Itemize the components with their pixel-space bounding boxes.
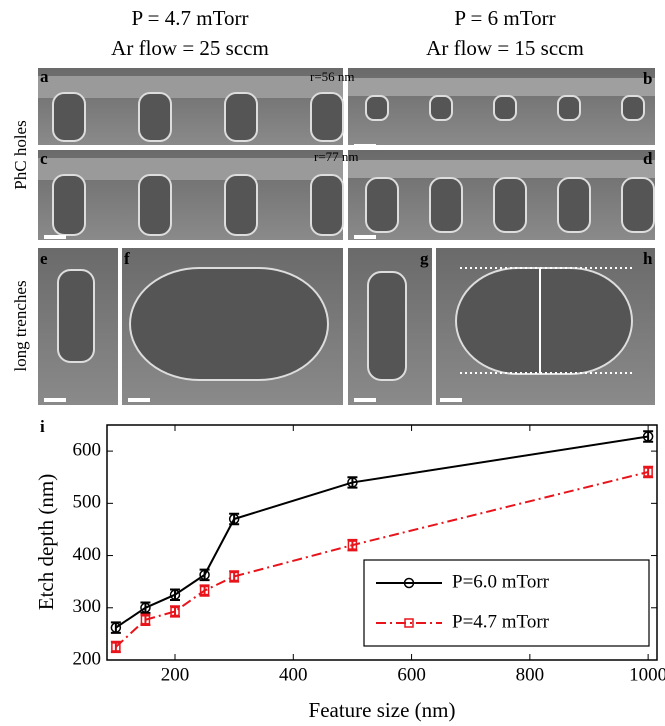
marker — [643, 467, 653, 477]
y-tick-label: 600 — [73, 439, 102, 460]
scale-bar — [440, 398, 462, 402]
top-layer — [38, 158, 343, 180]
legend-marker — [404, 618, 414, 628]
hole — [138, 92, 172, 142]
marker — [140, 615, 151, 625]
chart: 200 300 400 500 600 200 400 600 800 1000 P=6.0 mTo… — [73, 424, 665, 685]
row-label: PhC holes — [11, 120, 30, 189]
hole — [557, 95, 581, 121]
scale-bar — [354, 398, 376, 402]
hole — [493, 177, 527, 233]
hole — [557, 177, 591, 233]
top-layer — [38, 76, 343, 98]
marker — [229, 571, 239, 582]
scale-bar — [354, 235, 376, 239]
panel-label: i — [40, 417, 45, 436]
scale-bar — [44, 146, 66, 150]
y-tick-label: 400 — [73, 544, 102, 565]
legend-label: P=6.0 mTorr — [452, 571, 550, 592]
y-axis-label: Etch depth (nm) — [34, 474, 58, 610]
top-layer — [348, 78, 655, 96]
marker — [110, 622, 122, 633]
scale-bar — [44, 398, 66, 402]
y-tick-label: 200 — [73, 648, 102, 669]
marker — [111, 642, 121, 652]
marker — [347, 477, 358, 488]
hole — [52, 92, 86, 142]
hole — [429, 177, 463, 233]
panel-label: h — [643, 249, 653, 268]
hole — [367, 271, 407, 381]
hole — [138, 174, 172, 236]
annotation: r=56 nm — [310, 69, 355, 84]
scale-bar — [128, 398, 150, 402]
hole — [365, 95, 389, 121]
hole — [310, 174, 344, 236]
row-label: long trenches — [11, 280, 30, 371]
panel-label: c — [40, 149, 48, 168]
panel-label: b — [643, 69, 652, 88]
y-tick-label: 500 — [73, 492, 102, 513]
hole — [621, 177, 655, 233]
hole — [493, 95, 517, 121]
header: Ar flow = 15 sccm — [426, 36, 584, 60]
marker — [140, 602, 151, 614]
panel-label: d — [643, 149, 653, 168]
x-tick-label: 800 — [516, 664, 545, 685]
hole — [129, 267, 329, 381]
legend-box — [363, 559, 650, 647]
header: Ar flow = 25 sccm — [111, 36, 269, 60]
x-tick-label: 200 — [161, 664, 190, 685]
x-tick-label: 1000 — [629, 664, 665, 685]
plot-frame — [106, 424, 658, 661]
legend-label: P=4.7 mTorr — [452, 611, 550, 632]
header: P = 4.7 mTorr — [132, 6, 249, 30]
x-tick-label: 600 — [397, 664, 426, 685]
top-layer — [348, 160, 655, 178]
hole — [57, 269, 95, 363]
hole — [429, 95, 453, 121]
panel-label: g — [420, 249, 429, 268]
marker — [199, 569, 210, 581]
panel-label: a — [40, 67, 49, 86]
hole — [455, 267, 633, 375]
panel-label: f — [124, 249, 130, 268]
marker — [347, 540, 358, 550]
x-axis-label: Feature size (nm) — [309, 698, 456, 722]
annotation: r=77 nm — [314, 149, 359, 164]
marker — [169, 589, 181, 600]
header: P = 6 mTorr — [454, 6, 555, 30]
legend-marker — [403, 577, 415, 589]
hole — [224, 174, 258, 236]
sem-images — [38, 68, 655, 405]
marker — [642, 431, 654, 442]
y-tick-label: 300 — [73, 596, 102, 617]
hole — [365, 177, 399, 233]
marker — [199, 585, 210, 596]
marker — [170, 606, 180, 617]
panel-label: e — [40, 249, 48, 268]
scale-bar — [44, 235, 66, 239]
hole — [224, 92, 258, 142]
x-tick-label: 400 — [279, 664, 308, 685]
scale-bar — [354, 144, 376, 148]
marker — [228, 513, 240, 525]
hole — [52, 174, 86, 236]
hole — [310, 92, 344, 142]
hole — [621, 95, 645, 121]
